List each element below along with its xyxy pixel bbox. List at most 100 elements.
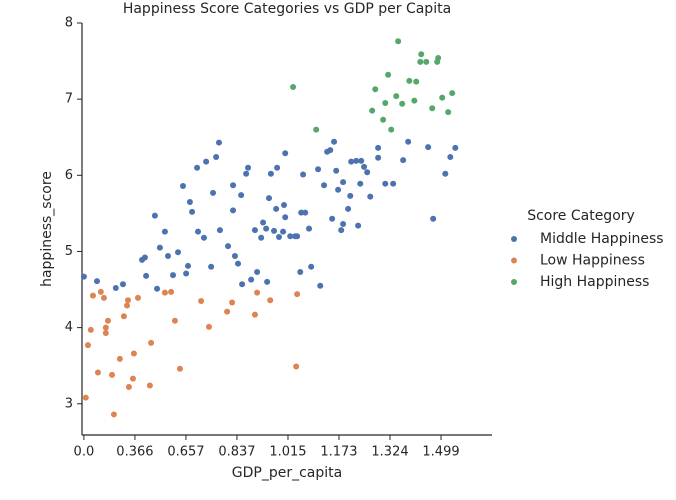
- point: [418, 51, 425, 58]
- point: [205, 323, 212, 330]
- point: [238, 192, 245, 199]
- point: [382, 180, 389, 187]
- point: [297, 269, 304, 276]
- point: [406, 77, 413, 84]
- y-tick-label: 7: [65, 92, 73, 107]
- point: [102, 324, 109, 331]
- point: [151, 212, 158, 219]
- y-tick-label: 3: [65, 396, 73, 411]
- point: [80, 273, 87, 280]
- point: [143, 272, 150, 279]
- point: [338, 227, 345, 234]
- point: [208, 263, 215, 270]
- point: [186, 198, 193, 205]
- point: [302, 209, 309, 216]
- point: [290, 83, 297, 90]
- point: [109, 371, 116, 378]
- point: [100, 294, 107, 301]
- point: [124, 297, 131, 304]
- point: [112, 285, 119, 292]
- point: [385, 71, 392, 78]
- point: [280, 228, 287, 235]
- legend-label: High Happiness: [540, 274, 649, 290]
- point: [161, 228, 168, 235]
- point: [251, 227, 258, 234]
- point: [395, 38, 402, 45]
- point: [213, 154, 220, 161]
- point: [168, 288, 175, 295]
- point: [251, 311, 258, 318]
- point: [210, 189, 217, 196]
- point: [313, 126, 320, 133]
- point: [254, 269, 261, 276]
- point: [405, 138, 412, 145]
- point: [183, 270, 190, 277]
- point: [175, 249, 182, 256]
- point: [340, 179, 347, 186]
- x-tick-label: 1.015: [269, 445, 306, 460]
- y-tick-label: 5: [65, 244, 73, 259]
- point: [372, 86, 379, 93]
- point: [231, 253, 238, 260]
- legend-marker: [511, 257, 517, 264]
- point: [130, 350, 137, 357]
- x-tick-label: 0.657: [167, 445, 204, 460]
- point: [345, 205, 352, 212]
- point: [449, 90, 456, 97]
- point: [417, 58, 424, 65]
- point: [333, 167, 340, 174]
- point: [87, 326, 94, 333]
- point: [120, 313, 127, 320]
- y-tick-label: 6: [65, 168, 73, 183]
- legend-label: Middle Happiness: [540, 231, 664, 247]
- point: [203, 158, 210, 165]
- point: [225, 243, 232, 250]
- point: [263, 225, 270, 232]
- point: [442, 170, 449, 177]
- point: [429, 105, 436, 112]
- point: [245, 164, 252, 171]
- point: [229, 299, 236, 306]
- point: [264, 278, 271, 285]
- point: [110, 411, 117, 418]
- point: [357, 180, 364, 187]
- point: [271, 227, 278, 234]
- point: [388, 126, 395, 133]
- point: [89, 292, 96, 299]
- point: [400, 157, 407, 164]
- point: [329, 215, 336, 222]
- legend-title: Score Category: [527, 208, 635, 224]
- point: [287, 233, 294, 240]
- point: [411, 97, 418, 104]
- point: [413, 78, 420, 85]
- point: [215, 139, 222, 146]
- point: [355, 222, 362, 229]
- point: [180, 182, 187, 189]
- point: [195, 228, 202, 235]
- point: [129, 375, 136, 382]
- point: [380, 116, 387, 123]
- point: [300, 171, 307, 178]
- point: [445, 109, 452, 116]
- point: [176, 365, 183, 372]
- x-axis-label: GDP_per_capita: [232, 465, 342, 481]
- point: [439, 94, 446, 101]
- point: [317, 282, 324, 289]
- legend-marker: [511, 236, 517, 242]
- point: [94, 369, 101, 376]
- point: [97, 288, 104, 295]
- point: [294, 291, 301, 298]
- point: [248, 276, 255, 283]
- point: [154, 285, 161, 292]
- x-tick-label: 1.324: [371, 445, 408, 460]
- point: [369, 107, 376, 114]
- point: [84, 342, 91, 349]
- point: [170, 272, 177, 279]
- point: [447, 154, 454, 161]
- point: [364, 169, 371, 176]
- point: [390, 180, 397, 187]
- point: [267, 170, 274, 177]
- point: [134, 294, 141, 301]
- point: [165, 253, 172, 260]
